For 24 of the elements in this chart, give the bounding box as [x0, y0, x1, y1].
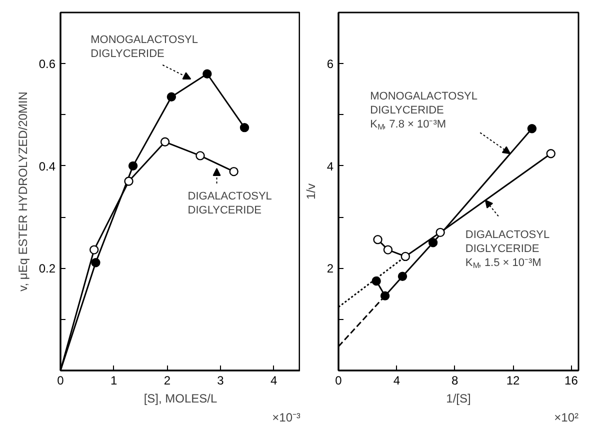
x-tick-label: 0	[335, 374, 342, 388]
y-tick-label: 0.6	[38, 57, 56, 72]
text: ×10⁻³	[272, 410, 301, 424]
annotation: MONOGALACTOSYL DIGLYCERIDE	[90, 34, 198, 60]
x-axis-title: 1/[S]	[446, 392, 471, 406]
y-tick-label: 0.2	[38, 262, 56, 276]
x-tick-label: 16	[564, 374, 578, 388]
y-axis-title: v, μEq ESTER HYDROLYZED/20MIN	[16, 92, 30, 292]
y-tick-label: 6	[326, 57, 334, 72]
x-tick-label: 12	[506, 374, 520, 388]
x-tick-label: 2	[164, 374, 171, 388]
x-tick-label: 4	[393, 374, 400, 388]
y-tick-label: 0.4	[38, 159, 56, 174]
x-axis-title: [S], MOLES/L	[144, 392, 218, 406]
x-tick-label: 8	[452, 374, 459, 388]
x-tick-label: 1	[110, 374, 118, 388]
x-tick-label: 0	[57, 374, 64, 388]
x-tick-label: 3	[217, 374, 224, 388]
y-tick-label: 4	[326, 159, 334, 174]
annotation: DIGALACTOSYL DIGLYCERIDE	[188, 190, 272, 216]
x-tick-label: 4	[270, 374, 278, 388]
y-tick-label: 2	[326, 262, 334, 276]
y-axis-title: 1/v	[304, 183, 318, 200]
text: ×10²	[554, 410, 579, 424]
